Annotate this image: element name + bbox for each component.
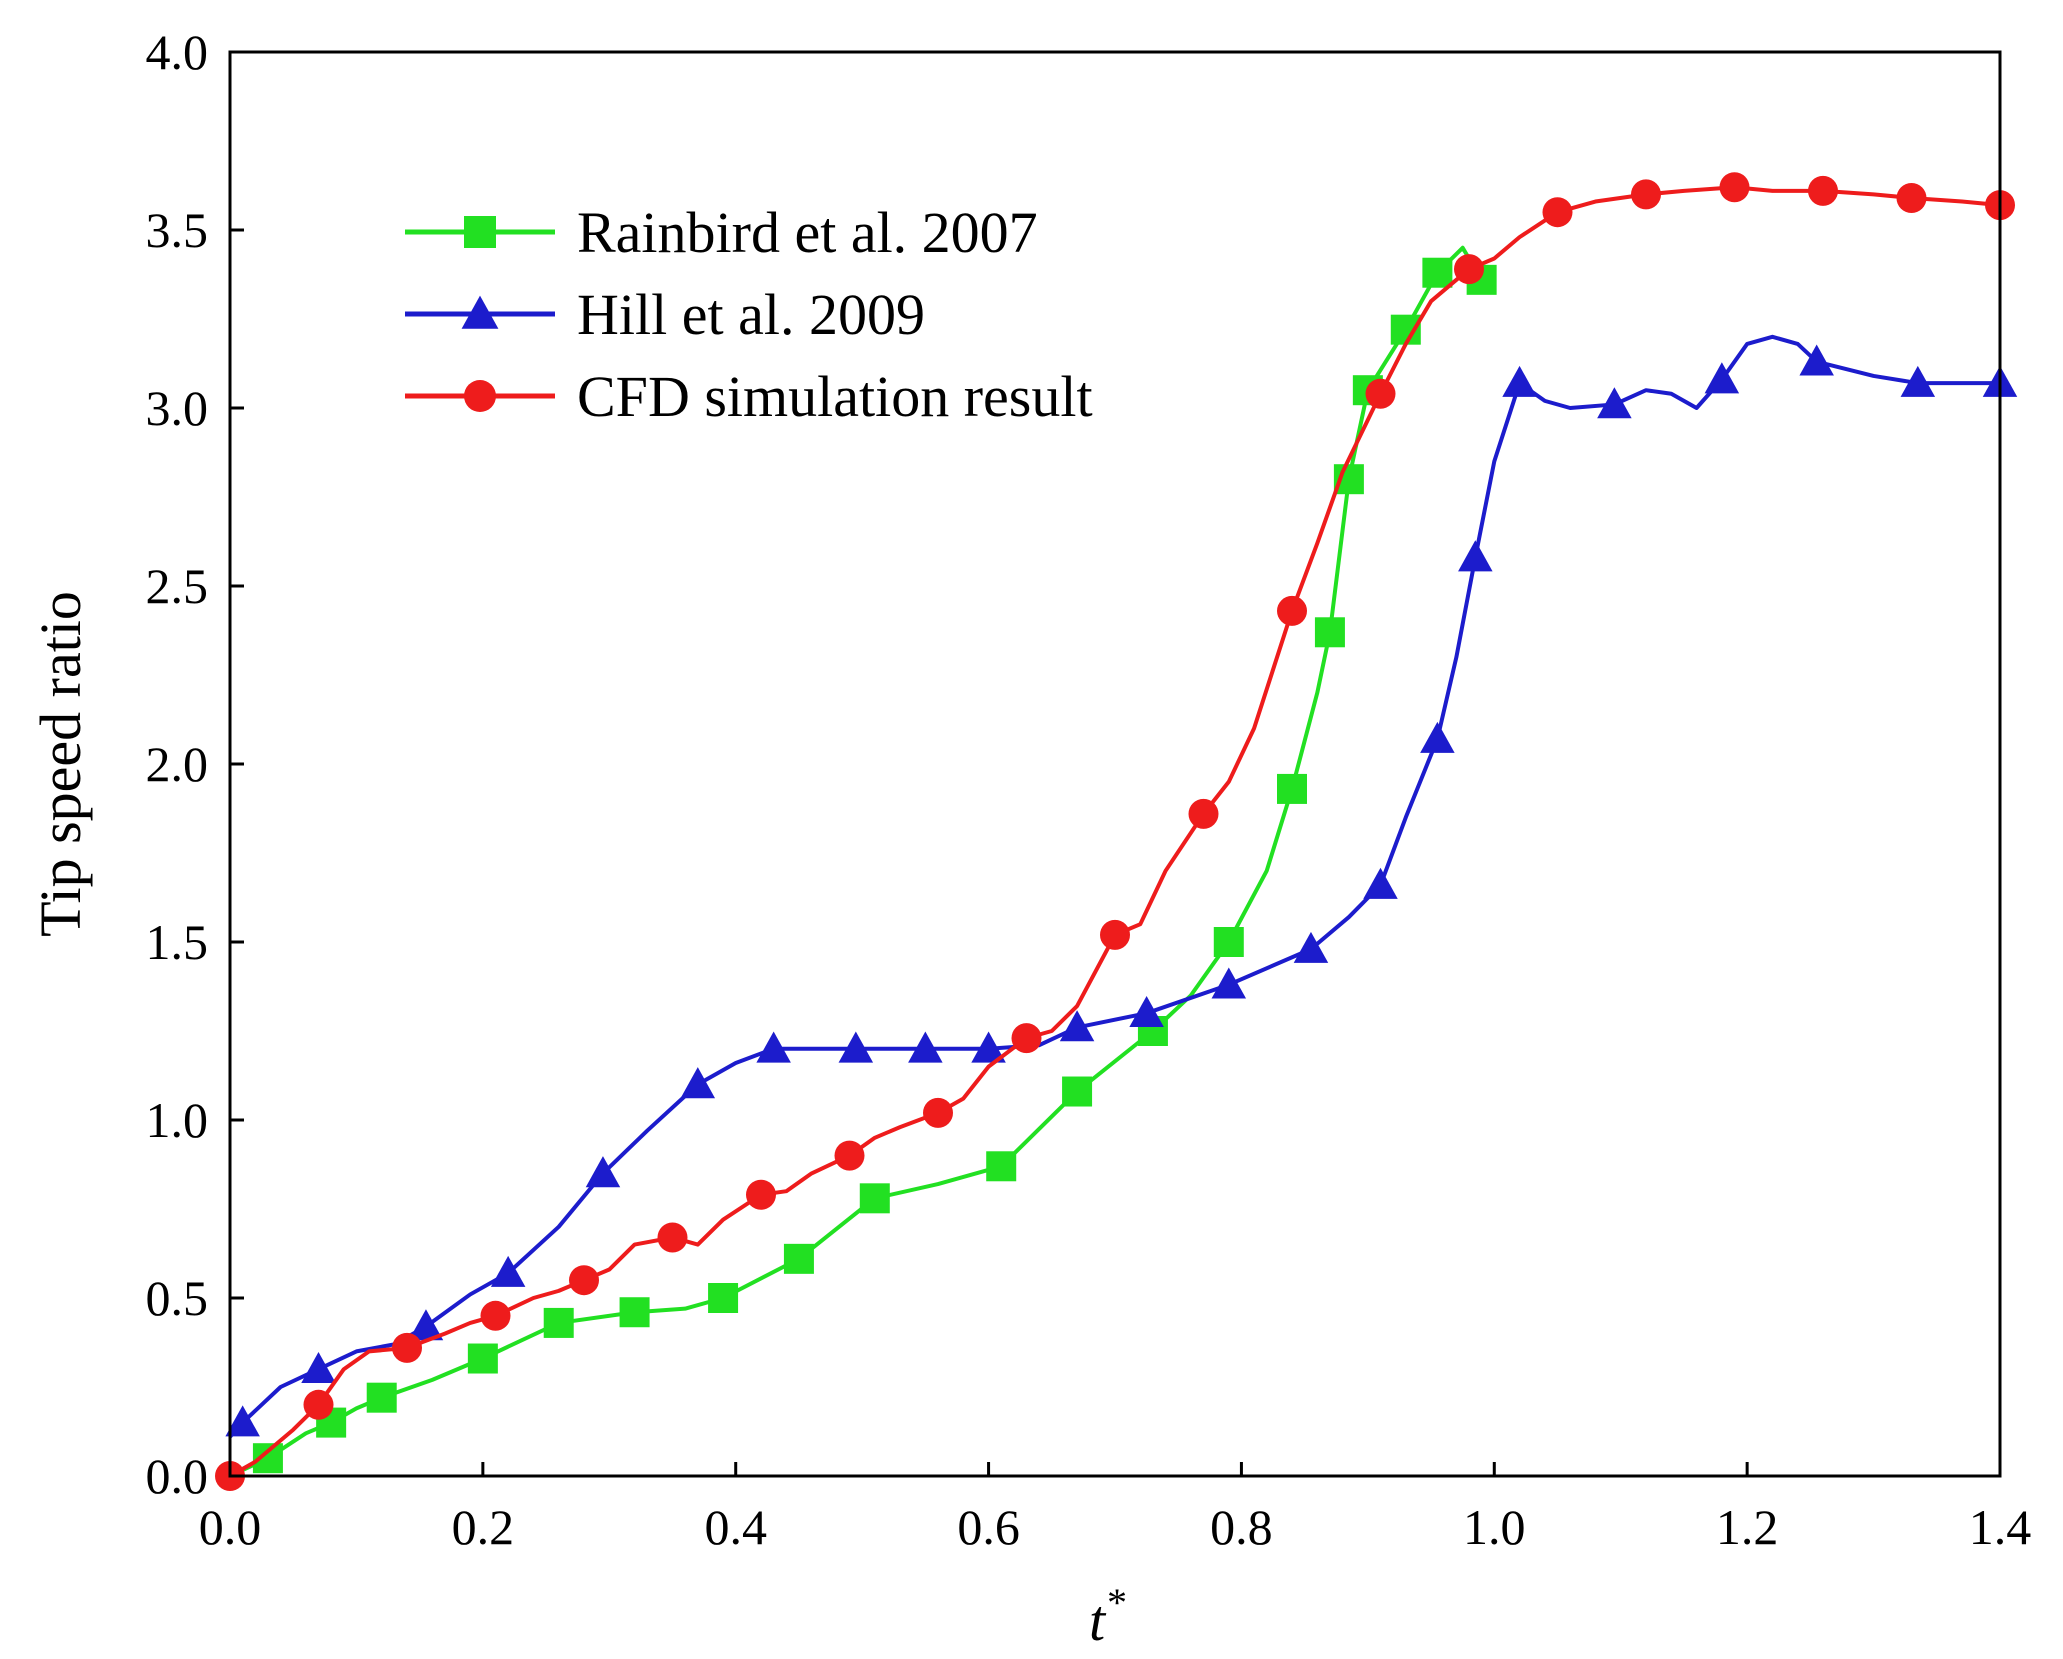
series-square [229, 245, 1497, 1478]
triangle-marker [756, 1031, 791, 1063]
square-marker [366, 1382, 397, 1413]
circle-marker [303, 1389, 334, 1420]
triangle-marker [1597, 387, 1632, 419]
circle-marker [1011, 1023, 1042, 1054]
triangle-marker [490, 1255, 526, 1287]
square-marker [859, 1183, 890, 1214]
triangle-marker [1293, 931, 1329, 963]
triangle-marker [1059, 1010, 1095, 1042]
circle-marker [746, 1179, 776, 1210]
y-tick-label: 1.0 [146, 1092, 209, 1148]
x-tick-label: 0.4 [704, 1499, 767, 1555]
triangle-marker [1129, 995, 1164, 1027]
triangle-marker [971, 1031, 1006, 1063]
triangle-marker [461, 295, 499, 329]
circle-marker [1365, 378, 1396, 409]
square-marker [783, 1243, 814, 1274]
circle-marker [923, 1097, 953, 1128]
square-marker [464, 216, 496, 248]
triangle-marker [408, 1309, 444, 1341]
circle-marker [1631, 179, 1661, 210]
triangle-marker [1458, 540, 1493, 572]
y-axis-title: Tip speed ratio [28, 591, 93, 937]
x-tick-label: 0.0 [199, 1499, 262, 1555]
triangle-marker [1799, 344, 1834, 376]
circle-marker [1277, 595, 1307, 626]
circle-marker [1542, 197, 1573, 228]
square-marker [467, 1343, 498, 1374]
circle-marker [1896, 182, 1927, 213]
circle-marker [392, 1332, 422, 1363]
series-triangle [225, 334, 2018, 1439]
triangle-marker [301, 1351, 336, 1383]
triangle-marker [908, 1031, 943, 1063]
x-tick-label: 0.2 [452, 1499, 515, 1555]
square-marker [1213, 927, 1244, 957]
square-marker [619, 1297, 650, 1328]
circle-marker [1454, 254, 1484, 285]
square-marker [708, 1283, 739, 1313]
circle-marker [834, 1140, 865, 1171]
x-tick-label: 0.8 [1210, 1499, 1273, 1555]
square-marker [1277, 773, 1307, 804]
square-marker [543, 1307, 574, 1338]
y-tick-label: 3.5 [146, 202, 209, 258]
x-tick-label: 1.4 [1969, 1499, 2032, 1555]
circle-marker [480, 1300, 511, 1331]
y-tick-label: 0.5 [146, 1270, 209, 1326]
x-tick-label: 1.0 [1463, 1499, 1526, 1555]
triangle-marker [1900, 365, 1936, 397]
circle-marker [1808, 175, 1838, 206]
triangle-marker [1704, 362, 1740, 394]
series-circle [215, 172, 2015, 1491]
legend-label: Rainbird et al. 2007 [577, 200, 1038, 265]
y-tick-label: 1.5 [146, 914, 209, 970]
circle-marker [1719, 172, 1750, 203]
triangle-marker [680, 1067, 716, 1099]
y-tick-label: 2.5 [146, 558, 209, 614]
triangle-marker [1211, 967, 1247, 999]
x-axis-title: t* [1089, 1580, 1125, 1653]
y-tick-label: 2.0 [146, 736, 209, 792]
y-tick-label: 4.0 [146, 24, 209, 80]
triangle-marker [225, 1405, 260, 1437]
x-axis-title-base: t [1089, 1588, 1107, 1653]
triangle-marker [1420, 721, 1455, 753]
circle-marker [1188, 798, 1219, 829]
square-marker [1062, 1076, 1093, 1107]
circle-marker [464, 380, 496, 412]
series-layer [215, 172, 2018, 1491]
triangle-marker [585, 1156, 621, 1188]
legend: Rainbird et al. 2007 Hill et al. 2009 CFD … [405, 200, 1093, 429]
triangle-marker [1502, 365, 1537, 397]
triangle-marker [838, 1031, 874, 1063]
circle-marker [1100, 919, 1130, 950]
square-marker [1314, 617, 1345, 648]
y-tick-label: 0.0 [146, 1448, 209, 1504]
legend-label: CFD simulation result [577, 364, 1093, 429]
x-tick-label: 0.6 [957, 1499, 1020, 1555]
ticks-layer: 0.0 0.2 0.4 0.6 0.8 1.0 1.2 1.4 0.0 0.5 1.0 1.5 2.0 2… [146, 24, 2032, 1555]
y-tick-label: 3.0 [146, 380, 209, 436]
circle-marker [657, 1222, 688, 1253]
x-tick-label: 1.2 [1716, 1499, 1779, 1555]
x-axis-title-superscript: * [1105, 1580, 1125, 1625]
square-marker [986, 1151, 1017, 1182]
circle-marker [569, 1265, 599, 1296]
triangle-marker [1363, 867, 1398, 899]
legend-label: Hill et al. 2009 [577, 282, 925, 347]
square-marker [1422, 257, 1453, 288]
